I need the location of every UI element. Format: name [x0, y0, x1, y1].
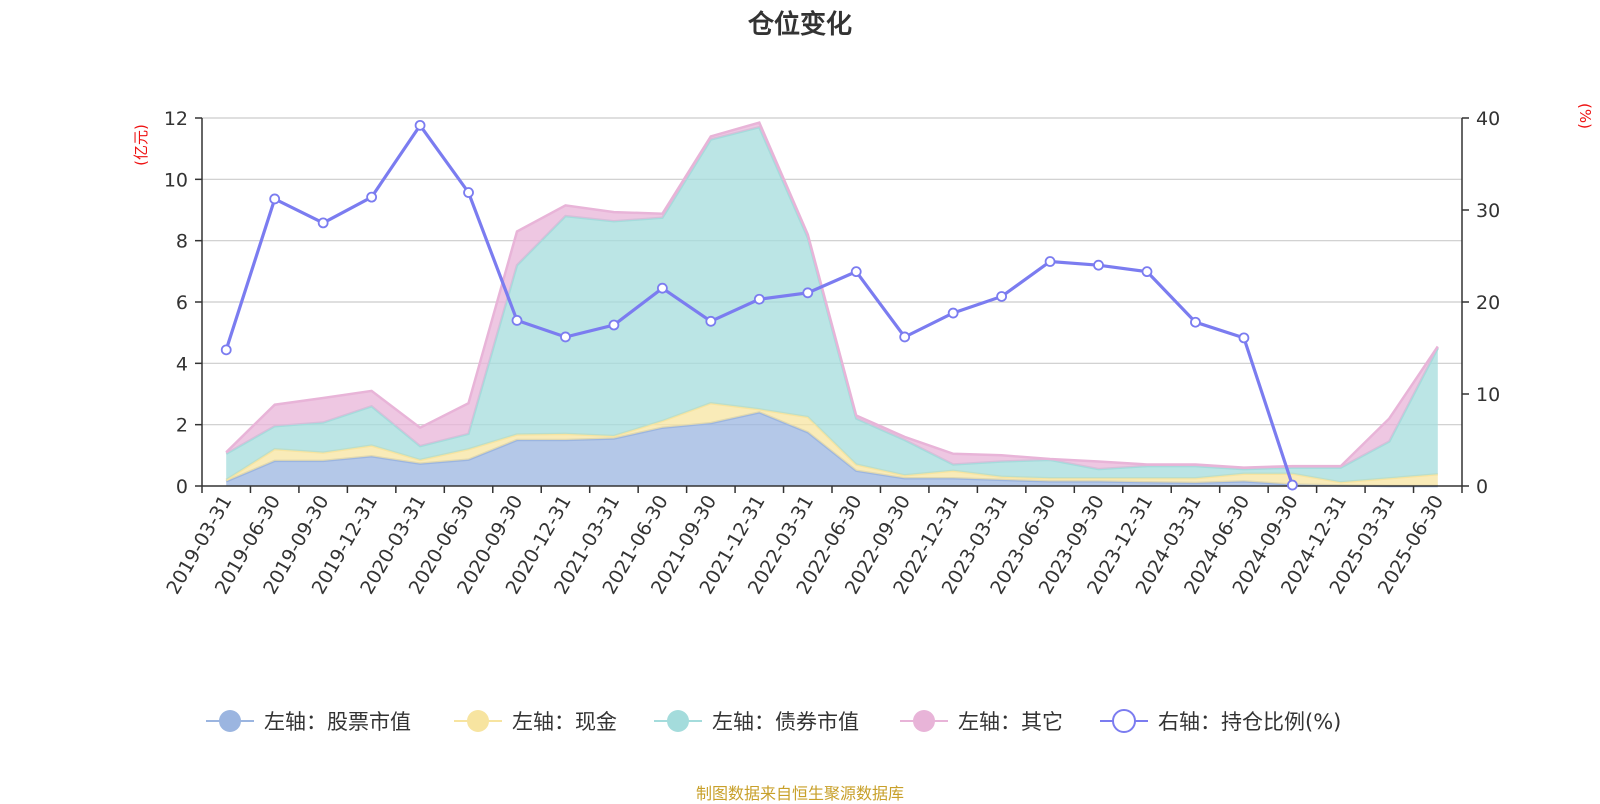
legend-marker-1 [467, 710, 489, 732]
legend-marker-2 [667, 710, 689, 732]
area-series-1 [226, 403, 1438, 486]
legend-label-1: 左轴：现金 [512, 710, 617, 734]
line-point-0 [220, 344, 232, 356]
line-point-15 [947, 307, 959, 319]
line-point-8 [608, 319, 620, 331]
left-tick-label-4: 8 [176, 231, 188, 253]
line-point-12 [802, 287, 814, 299]
data-source-note: 制图数据来自恒生聚源数据库 [695, 784, 904, 803]
line-point-7 [560, 331, 571, 343]
line-point-14 [899, 331, 911, 343]
line-point-13 [850, 266, 862, 278]
legend-label-3: 左轴：其它 [958, 710, 1063, 734]
right-axis-unit: (%) [1576, 103, 1594, 129]
line-point-22 [1286, 479, 1298, 491]
line-point-2 [317, 217, 329, 229]
legend: 左轴：股票市值 左轴：现金 左轴：债券市值 左轴：其它 右轴：持仓比例(%) [206, 709, 1341, 734]
line-point-6 [511, 314, 523, 326]
right-tick-label-1: 10 [1476, 384, 1500, 406]
left-tick-label-5: 10 [164, 169, 188, 191]
line-point-18 [1093, 259, 1104, 271]
right-tick-label-4: 40 [1476, 108, 1500, 130]
line-point-21 [1238, 332, 1250, 344]
right-tick-label-2: 20 [1476, 292, 1500, 314]
line-point-4 [414, 119, 426, 131]
line-point-19 [1141, 266, 1153, 278]
ratio-line [220, 119, 1298, 491]
legend-label-4: 右轴：持仓比例(%) [1158, 710, 1341, 734]
line-point-10 [705, 315, 717, 327]
right-tick-label-0: 0 [1476, 476, 1488, 498]
left-tick-label-3: 6 [176, 292, 188, 314]
left-tick-label-2: 4 [176, 353, 188, 375]
line-point-17 [1044, 256, 1056, 267]
left-tick-label-6: 12 [164, 108, 188, 130]
line-point-20 [1190, 316, 1201, 328]
left-tick-label-1: 2 [176, 415, 188, 437]
legend-marker-3 [913, 710, 935, 732]
left-axis-unit: (亿元) [132, 124, 150, 166]
area-series-2 [226, 127, 1438, 483]
stacked-areas [225, 121, 1439, 488]
legend-marker-4 [1112, 709, 1136, 733]
line-point-1 [269, 193, 281, 205]
line-point-5 [463, 187, 474, 198]
area-edge-3 [225, 121, 1439, 469]
line-point-3 [366, 191, 378, 203]
right-tick-label-3: 30 [1476, 200, 1500, 222]
line-point-11 [753, 293, 765, 305]
line-point-9 [656, 282, 668, 294]
chart-title: 仓位变化 [747, 10, 852, 40]
legend-label-0: 左轴：股票市值 [264, 710, 411, 734]
line-point-16 [996, 291, 1008, 302]
legend-label-2: 左轴：债券市值 [712, 710, 859, 734]
legend-marker-0 [219, 710, 241, 732]
left-tick-label-0: 0 [176, 476, 188, 498]
area-series-0 [226, 412, 1438, 486]
